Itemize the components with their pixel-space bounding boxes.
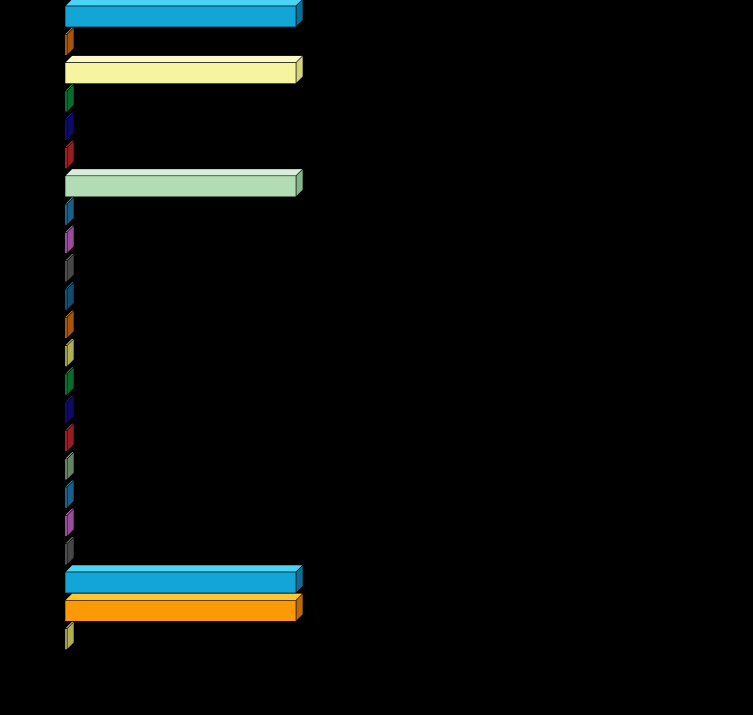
bar-front-face bbox=[64, 628, 68, 650]
bar-top-face bbox=[64, 0, 303, 7]
bar-10[interactable] bbox=[64, 252, 75, 283]
bar-front-face bbox=[64, 430, 68, 452]
bar-16[interactable] bbox=[64, 422, 75, 453]
bar-front-face bbox=[64, 316, 68, 339]
bar-4[interactable] bbox=[64, 83, 75, 113]
bar-15[interactable] bbox=[64, 394, 75, 424]
bar-front-face bbox=[64, 515, 68, 537]
bar-front-face bbox=[64, 345, 68, 367]
bar-1[interactable] bbox=[64, 0, 304, 28]
bar-7[interactable] bbox=[64, 168, 304, 198]
bar-front-face bbox=[64, 458, 68, 481]
bar-top-face bbox=[64, 55, 304, 63]
bar-front-face bbox=[64, 288, 68, 311]
bar-17[interactable] bbox=[64, 451, 75, 481]
bar-front-face bbox=[64, 33, 68, 56]
bar-top-face bbox=[64, 592, 304, 601]
bar-front-face bbox=[64, 486, 68, 509]
bar-top-face bbox=[64, 168, 304, 177]
bar-front-face bbox=[64, 373, 68, 396]
bar-front-face bbox=[64, 5, 297, 28]
bar-9[interactable] bbox=[64, 224, 75, 255]
bar-5[interactable] bbox=[64, 111, 75, 141]
bar-3[interactable] bbox=[64, 54, 304, 85]
bar-23[interactable] bbox=[64, 620, 75, 651]
bar-18[interactable] bbox=[64, 479, 75, 509]
bar-11[interactable] bbox=[64, 281, 75, 311]
bar-20[interactable] bbox=[64, 535, 75, 566]
bar-2[interactable] bbox=[64, 26, 75, 57]
bar-front-face bbox=[64, 62, 297, 84]
bar-front-face bbox=[64, 118, 68, 141]
bar-front-face bbox=[64, 543, 68, 566]
bar-front-face bbox=[64, 175, 297, 198]
bar-22[interactable] bbox=[64, 592, 304, 623]
bar-front-face bbox=[64, 147, 68, 169]
bar-front-face bbox=[64, 90, 68, 113]
bar-front-face bbox=[64, 232, 68, 254]
bar-12[interactable] bbox=[64, 309, 75, 340]
bar-front-face bbox=[64, 260, 68, 283]
bar-14[interactable] bbox=[64, 366, 75, 396]
bar-top-face bbox=[64, 564, 304, 573]
bar-front-face bbox=[64, 401, 68, 424]
bar-front-face bbox=[64, 599, 297, 622]
bar-6[interactable] bbox=[64, 139, 75, 170]
bar-21[interactable] bbox=[64, 564, 304, 594]
bar-8[interactable] bbox=[64, 196, 75, 226]
bar-13[interactable] bbox=[64, 337, 75, 368]
bar-front-face bbox=[64, 203, 68, 226]
bar-19[interactable] bbox=[64, 507, 75, 538]
bar-front-face bbox=[64, 571, 297, 594]
